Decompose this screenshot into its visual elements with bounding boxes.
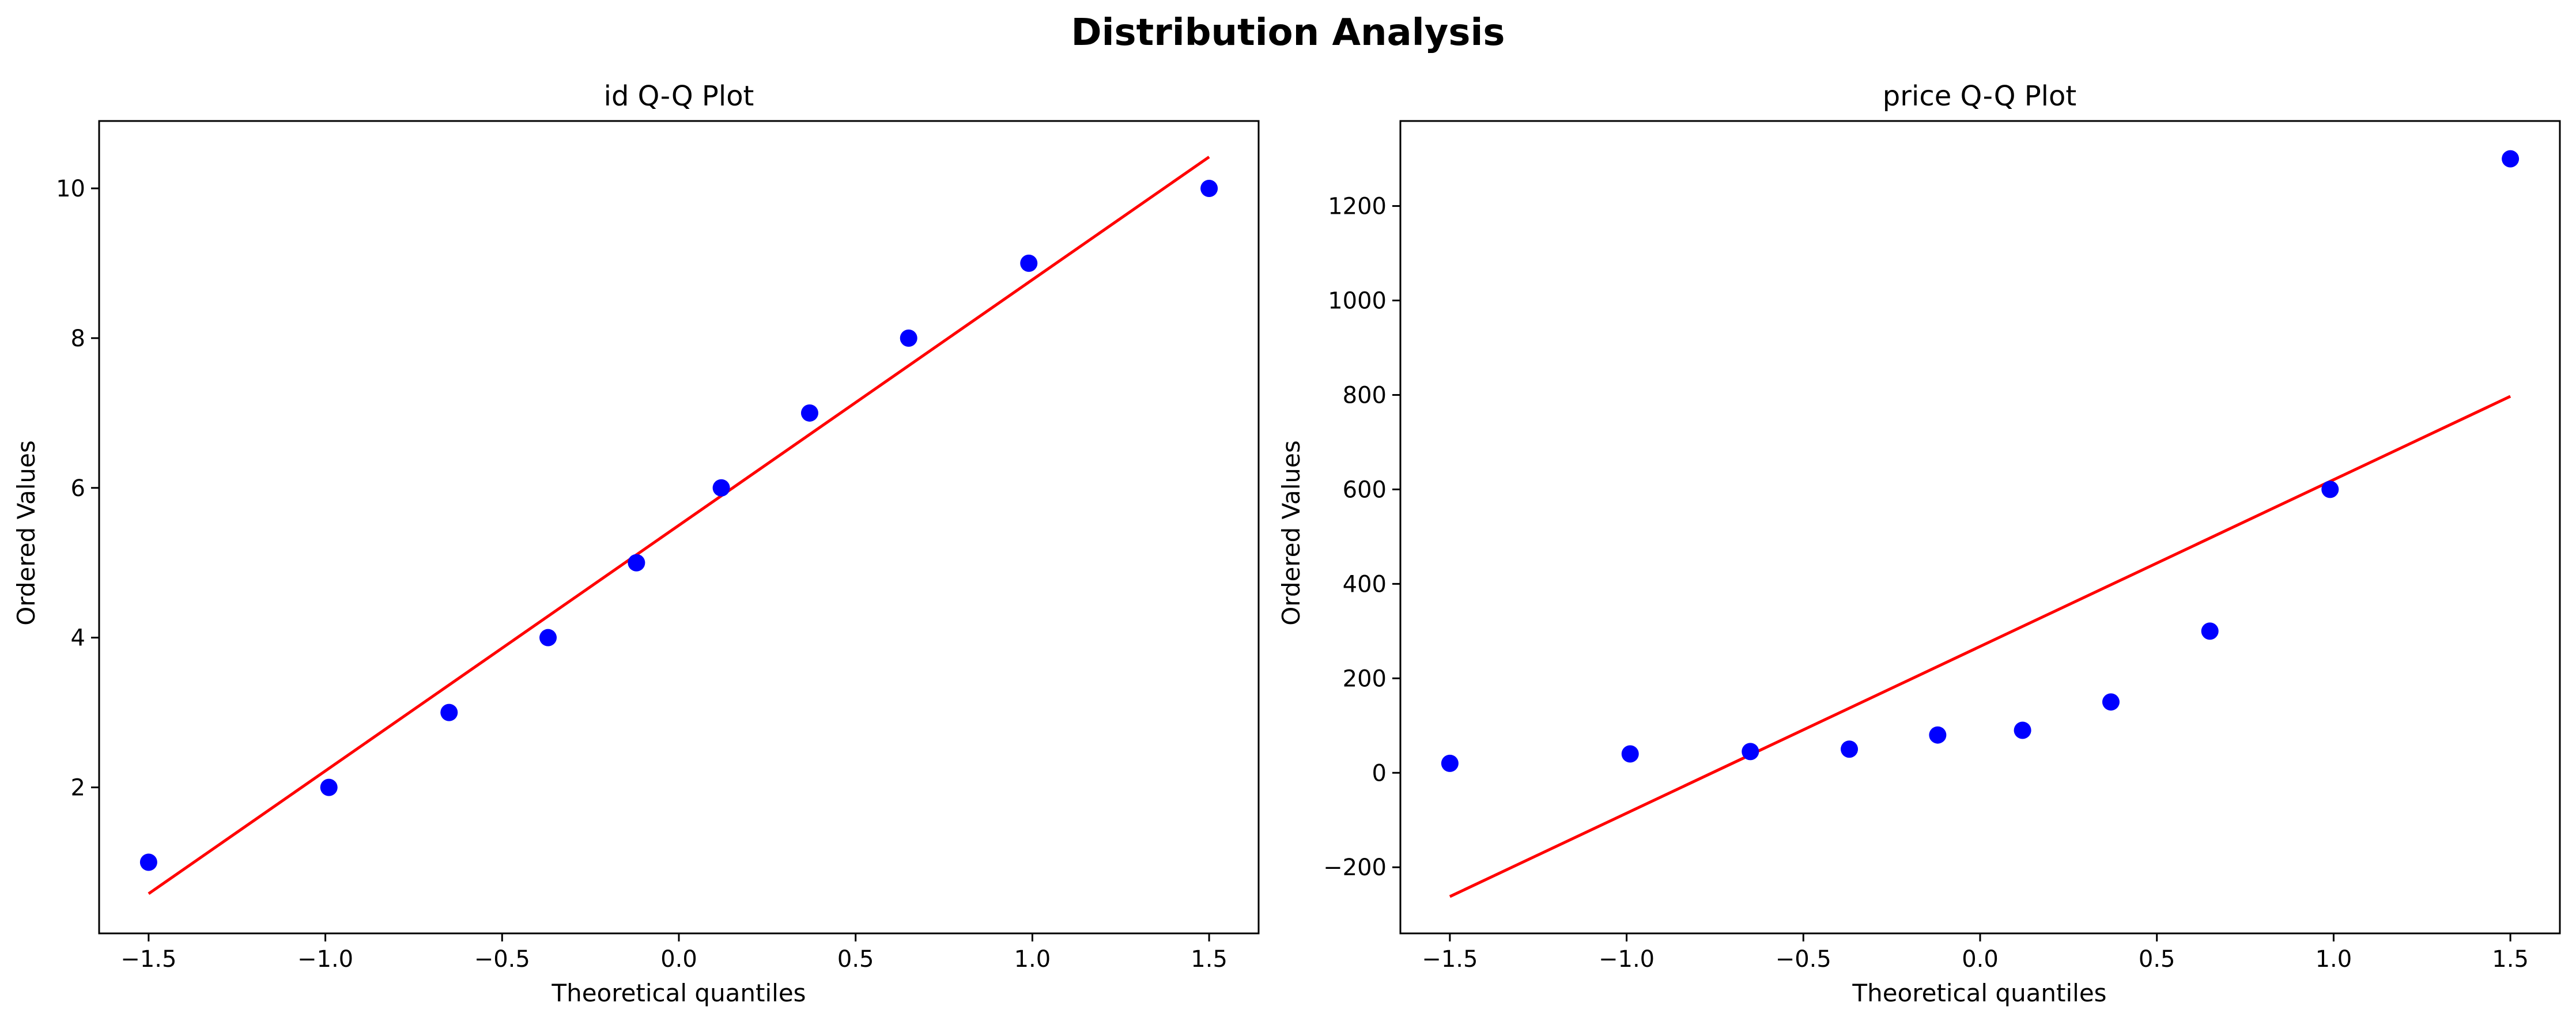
price-qq-ytick-label: 600 xyxy=(1343,476,1387,503)
price-qq-point-10 xyxy=(2502,150,2520,168)
id-qq-ytick-label: 8 xyxy=(71,326,85,352)
price-qq-xtick-label: 1.0 xyxy=(2316,946,2352,973)
price-qq-ytick-label: 0 xyxy=(1372,760,1387,786)
price-qq-ytick-label: −200 xyxy=(1323,854,1387,881)
id-qq-point-2 xyxy=(320,778,338,796)
price-qq-point-5 xyxy=(1929,726,1947,744)
id-qq-point-3 xyxy=(440,703,458,721)
price-qq-point-9 xyxy=(2321,481,2339,498)
price-qq-point-6 xyxy=(2014,721,2031,739)
price-qq-xtick-label: −0.5 xyxy=(1776,946,1831,973)
price-qq-plot-title: price Q-Q Plot xyxy=(1883,80,2076,112)
id-qq-point-7 xyxy=(800,404,818,422)
id-qq-xtick-label: 1.0 xyxy=(1014,946,1051,973)
price-qq-plot-ylabel: Ordered Values xyxy=(1277,440,1305,626)
id-qq-xtick-label: −0.5 xyxy=(474,946,530,973)
price-qq-plot-panel: price Q-Q Plot Theoretical quantiles Ord… xyxy=(1277,80,2561,1007)
id-qq-xtick-label: 0.5 xyxy=(837,946,874,973)
price-qq-point-3 xyxy=(1742,743,1759,761)
id-qq-xtick-label: 0.0 xyxy=(660,946,697,973)
id-qq-point-9 xyxy=(1020,254,1038,272)
price-qq-xtick-label: −1.0 xyxy=(1599,946,1655,973)
id-qq-plot-panel: id Q-Q Plot Theoretical quantiles Ordere… xyxy=(12,80,1260,1007)
id-qq-fit-line xyxy=(148,156,1210,895)
price-qq-point-1 xyxy=(1441,754,1459,772)
id-qq-point-8 xyxy=(900,329,917,347)
id-qq-ytick-label: 10 xyxy=(56,176,85,202)
price-qq-ytick-label: 400 xyxy=(1343,571,1387,597)
figure-title: Distribution Analysis xyxy=(1071,12,1505,54)
price-qq-point-7 xyxy=(2102,693,2120,711)
price-qq-xtick-label: 0.0 xyxy=(1962,946,1999,973)
id-qq-xtick-label: −1.0 xyxy=(297,946,353,973)
price-qq-ytick-label: 800 xyxy=(1343,382,1387,409)
id-qq-point-5 xyxy=(628,554,645,572)
price-qq-ytick-label: 1200 xyxy=(1328,194,1387,220)
price-qq-xtick-label: 1.5 xyxy=(2492,946,2529,973)
price-qq-point-8 xyxy=(2201,622,2219,640)
id-qq-plot-ylabel: Ordered Values xyxy=(12,440,40,626)
price-qq-point-4 xyxy=(1841,740,1859,758)
price-qq-xtick-label: 0.5 xyxy=(2139,946,2175,973)
price-qq-ytick-label: 1000 xyxy=(1328,288,1387,315)
id-qq-point-6 xyxy=(712,479,730,497)
id-qq-ytick-label: 4 xyxy=(71,625,85,652)
id-qq-plot-title: id Q-Q Plot xyxy=(604,80,754,112)
id-qq-ytick-label: 2 xyxy=(71,775,85,801)
id-qq-point-4 xyxy=(539,629,557,646)
id-qq-ytick-label: 6 xyxy=(71,475,85,502)
id-qq-xtick-label: 1.5 xyxy=(1191,946,1227,973)
price-qq-ytick-label: 200 xyxy=(1343,665,1387,692)
price-qq-plot-xlabel: Theoretical quantiles xyxy=(1852,979,2106,1007)
id-qq-point-1 xyxy=(139,853,157,871)
price-qq-point-2 xyxy=(1621,745,1639,763)
id-qq-point-10 xyxy=(1200,179,1218,197)
id-qq-xtick-label: −1.5 xyxy=(120,946,176,973)
id-qq-plot-xlabel: Theoretical quantiles xyxy=(551,979,806,1007)
price-qq-xtick-label: −1.5 xyxy=(1422,946,1478,973)
price-qq-fit-line xyxy=(1449,395,2511,898)
